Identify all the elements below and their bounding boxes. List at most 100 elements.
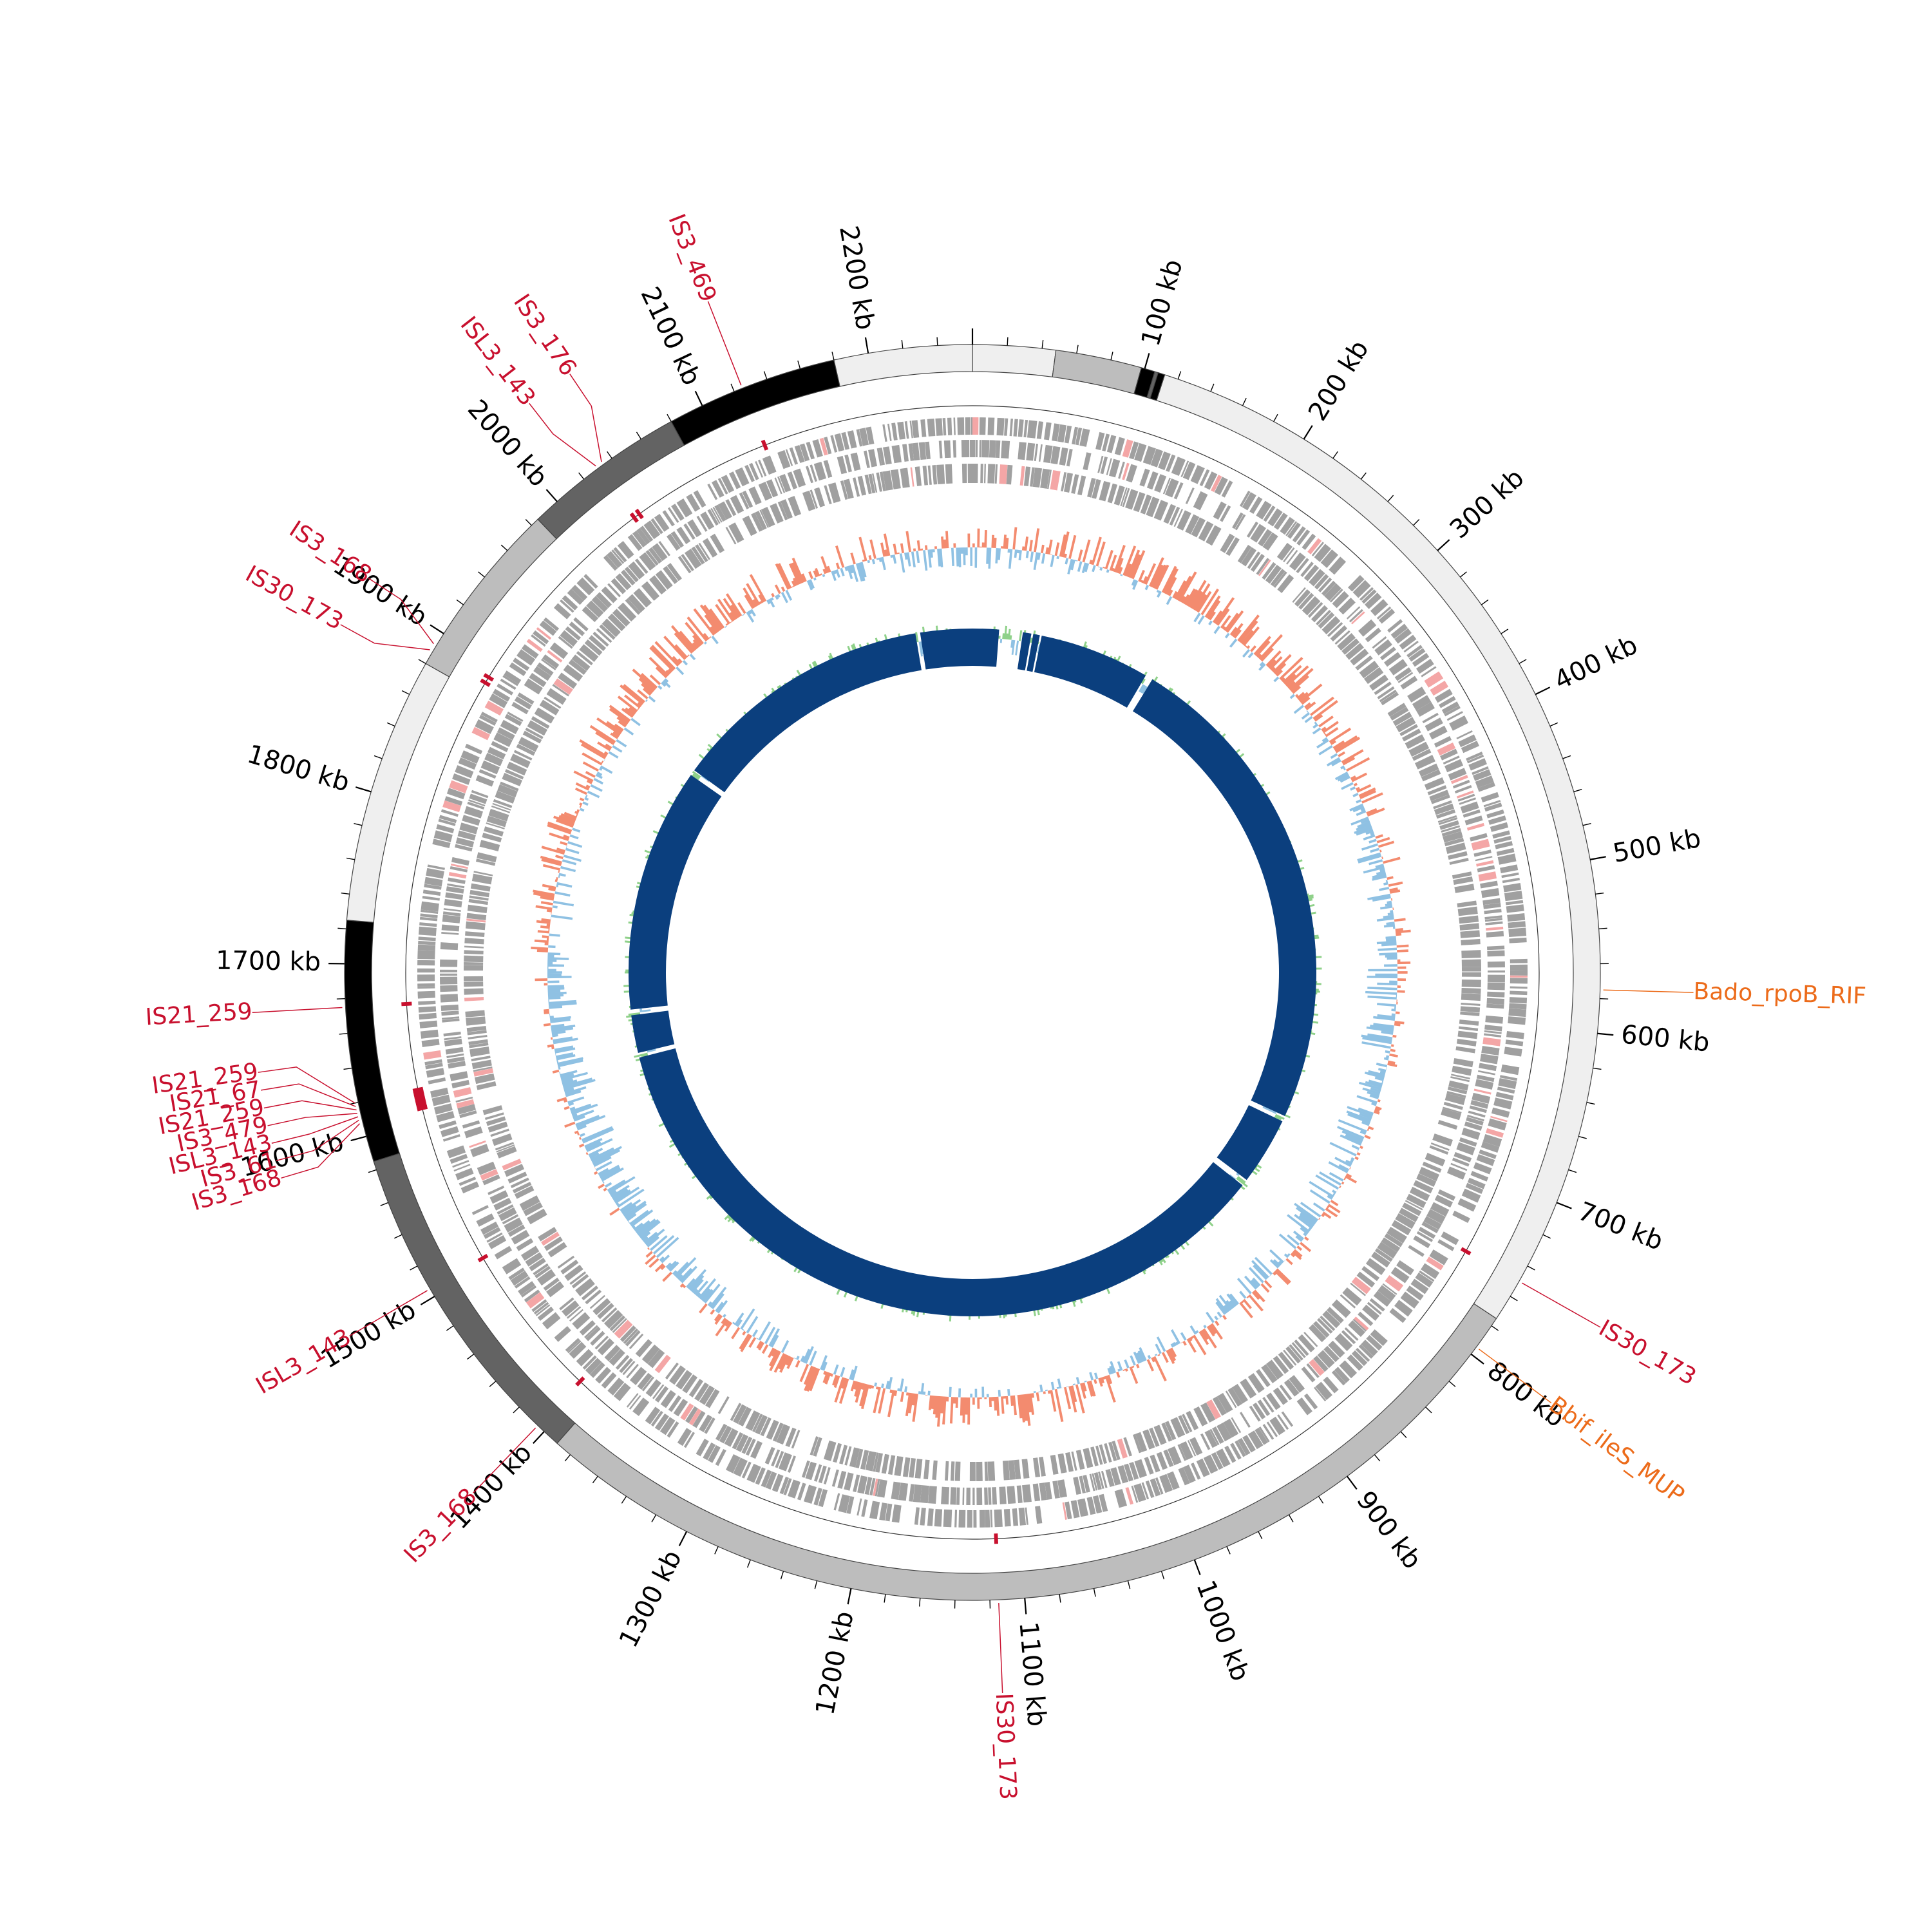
gene-feature xyxy=(440,1126,459,1137)
gene-feature xyxy=(695,544,708,562)
minor-tick xyxy=(1459,571,1467,578)
gene-feature xyxy=(1250,524,1266,543)
gene-feature xyxy=(585,1326,601,1341)
gene-feature xyxy=(1144,1457,1154,1475)
gene-feature xyxy=(1064,425,1072,444)
gene-feature xyxy=(1443,831,1463,843)
gene-feature xyxy=(510,1177,529,1188)
mapping-segment xyxy=(972,629,999,667)
gene-feature xyxy=(533,666,551,681)
gene-feature xyxy=(943,1509,952,1528)
gene-feature xyxy=(597,1338,614,1356)
gene-feature xyxy=(979,1510,985,1528)
gene-feature xyxy=(1484,802,1502,812)
gene-feature xyxy=(417,950,435,960)
gene-feature xyxy=(1464,815,1483,826)
gene-feature xyxy=(1459,1019,1479,1026)
minor-tick xyxy=(1242,397,1247,406)
gene-feature xyxy=(1030,467,1035,487)
gene-feature xyxy=(1124,1463,1133,1482)
gene-feature xyxy=(1097,455,1104,473)
minor-tick xyxy=(1481,599,1489,605)
gene-feature xyxy=(710,533,725,553)
mapping-segment xyxy=(694,633,922,793)
gene-feature xyxy=(883,446,892,465)
gene-feature xyxy=(668,1395,682,1412)
gene-feature xyxy=(497,1204,514,1215)
minor-tick xyxy=(1059,1594,1061,1603)
gene-feature xyxy=(466,1026,487,1032)
minor-tick xyxy=(578,472,585,480)
gene-feature xyxy=(1150,1478,1161,1497)
gene-feature xyxy=(1379,647,1396,661)
gene-feature xyxy=(1106,435,1117,453)
gene-feature xyxy=(433,830,453,842)
gene-feature xyxy=(979,440,982,458)
gene-feature xyxy=(495,1142,515,1151)
mapping-segment xyxy=(639,1048,1243,1317)
gene-feature xyxy=(446,886,464,894)
minor-tick xyxy=(354,823,363,826)
gene-feature xyxy=(565,626,582,641)
gene-feature xyxy=(1094,1472,1102,1490)
gene-feature xyxy=(500,678,516,690)
gene-feature xyxy=(1216,1448,1231,1468)
gene-feature xyxy=(524,1289,540,1303)
minor-tick xyxy=(1374,1454,1381,1462)
gene-feature xyxy=(418,936,436,942)
gene-feature xyxy=(1464,1121,1482,1131)
is-element-mark xyxy=(629,512,639,524)
minor-tick xyxy=(592,1475,598,1484)
gene-feature xyxy=(897,421,905,440)
gene-feature xyxy=(1321,580,1336,596)
gene-feature xyxy=(1367,1302,1382,1315)
gene-feature xyxy=(1437,1120,1458,1130)
gene-feature xyxy=(652,543,668,562)
minor-tick xyxy=(831,352,835,361)
gene-feature xyxy=(973,1510,977,1528)
gene-feature xyxy=(450,1153,468,1164)
gene-feature xyxy=(1019,466,1025,486)
gene-feature xyxy=(507,711,524,722)
gene-feature xyxy=(514,1186,535,1199)
gene-feature xyxy=(1150,448,1163,468)
gene-feature xyxy=(1461,938,1481,945)
is-element-mark xyxy=(480,678,491,687)
gene-feature xyxy=(558,636,573,649)
gene-feature xyxy=(607,1378,625,1396)
gene-feature xyxy=(945,1461,949,1481)
gene-feature xyxy=(1142,1429,1155,1450)
ruler-label: 300 kb xyxy=(1444,463,1530,545)
is-element-marks xyxy=(401,439,1472,1544)
gene-feature xyxy=(1395,1213,1416,1229)
is-element-mark xyxy=(575,1376,585,1387)
mapping-segment xyxy=(1132,679,1317,1117)
gene-feature xyxy=(755,1414,768,1435)
gene-feature xyxy=(486,822,505,829)
gene-feature xyxy=(837,1470,847,1489)
gene-feature xyxy=(471,1059,492,1070)
gene-feature xyxy=(537,1306,554,1321)
gene-feature xyxy=(439,815,457,824)
gene-feature xyxy=(750,1441,762,1459)
gene-feature xyxy=(466,913,487,921)
gene-feature xyxy=(1164,478,1179,498)
gene-feature xyxy=(922,466,929,486)
gene-feature xyxy=(699,1414,713,1432)
gene-feature xyxy=(1273,1356,1289,1374)
minor-tick xyxy=(467,1354,475,1360)
gene-feature xyxy=(1481,1046,1500,1056)
gene-feature xyxy=(810,1436,819,1455)
gene-feature xyxy=(1349,609,1363,623)
gene-feature xyxy=(520,1285,537,1298)
gene-feature xyxy=(467,801,485,810)
minor-tick xyxy=(1041,340,1044,349)
gene-feature xyxy=(859,428,869,446)
gene-feature xyxy=(1302,596,1321,616)
gene-feature xyxy=(945,464,953,484)
gene-feature xyxy=(1108,1441,1117,1461)
gene-feature xyxy=(1318,577,1332,592)
gene-feature xyxy=(1099,1444,1108,1464)
gene-feature xyxy=(1477,865,1495,873)
